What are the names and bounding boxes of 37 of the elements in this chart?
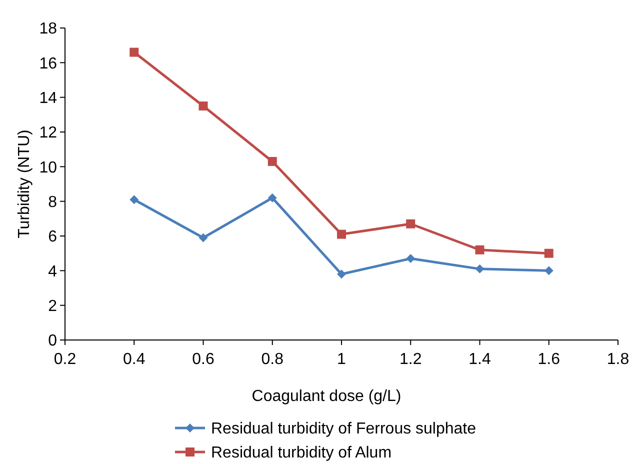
y-tick-label: 8 (48, 194, 58, 211)
x-tick-label: 0.6 (192, 351, 214, 368)
y-tick-label: 18 (39, 20, 58, 38)
y-tick-label: 2 (48, 298, 58, 315)
y-tick-label: 10 (39, 159, 58, 176)
x-tick-label: 0.2 (54, 351, 76, 368)
point (268, 156, 277, 166)
point (198, 102, 208, 110)
y-tick-label: 6 (48, 228, 58, 246)
y-tick-label: 4 (48, 263, 58, 280)
point (337, 270, 346, 279)
x-tick-label: 1.4 (468, 351, 491, 368)
y-tick-label: 14 (39, 90, 58, 107)
point (475, 245, 484, 254)
point (544, 248, 554, 258)
point (337, 230, 346, 239)
y-axis-title: Turbidity (NTU) (16, 130, 33, 238)
point (475, 264, 484, 274)
x-tick-label: 0.8 (261, 351, 284, 368)
point (130, 195, 139, 204)
x-axis-title: Coagulant dose (g/L) (252, 388, 402, 405)
point (268, 193, 277, 202)
x-tick-label: 1 (337, 351, 346, 368)
y-tick-label: 16 (39, 55, 58, 72)
point (406, 219, 416, 228)
point (544, 266, 554, 276)
legend-label: Residual turbidity of Ferrous sulphate (211, 420, 476, 438)
x-tick-label: 0.4 (123, 351, 146, 368)
point (198, 233, 208, 242)
y-tick-label: 0 (48, 332, 58, 350)
point (406, 254, 416, 264)
point (130, 48, 139, 57)
legend-label: Residual turbidity of Alum (211, 444, 392, 462)
x-tick-label: 1.8 (606, 351, 630, 368)
x-tick-label: 1.6 (538, 351, 560, 368)
x-tick-label: 1.2 (400, 351, 422, 368)
y-tick-label: 12 (39, 124, 58, 142)
